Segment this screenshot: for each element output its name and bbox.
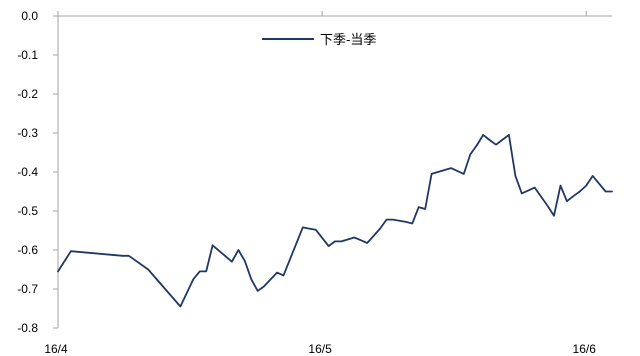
y-tick-label: 0.0 <box>21 9 38 23</box>
y-tick-label: -0.4 <box>17 165 38 179</box>
x-axis-ticks: 16/4 16/5 16/6 <box>44 11 596 356</box>
legend: 下季-当季 <box>262 32 376 47</box>
y-tick-label: -0.6 <box>17 243 38 257</box>
x-tick-label: 16/6 <box>573 342 597 356</box>
y-tick-label: -0.2 <box>17 87 38 101</box>
x-tick-label: 16/5 <box>308 342 332 356</box>
y-axis-ticks: 0.0 -0.1 -0.2 -0.3 -0.4 -0.5 -0.6 -0.7 -0.8 <box>17 9 58 335</box>
y-tick-label: -0.8 <box>17 321 38 335</box>
axes <box>57 15 612 328</box>
x-tick-label: 16/4 <box>44 342 68 356</box>
y-tick-label: -0.5 <box>17 204 38 218</box>
legend-label: 下季-当季 <box>320 32 376 47</box>
y-tick-label: -0.7 <box>17 282 38 296</box>
y-tick-label: -0.3 <box>17 126 38 140</box>
series-line <box>57 133 613 308</box>
y-tick-label: -0.1 <box>17 48 38 62</box>
series-layer <box>57 133 613 308</box>
